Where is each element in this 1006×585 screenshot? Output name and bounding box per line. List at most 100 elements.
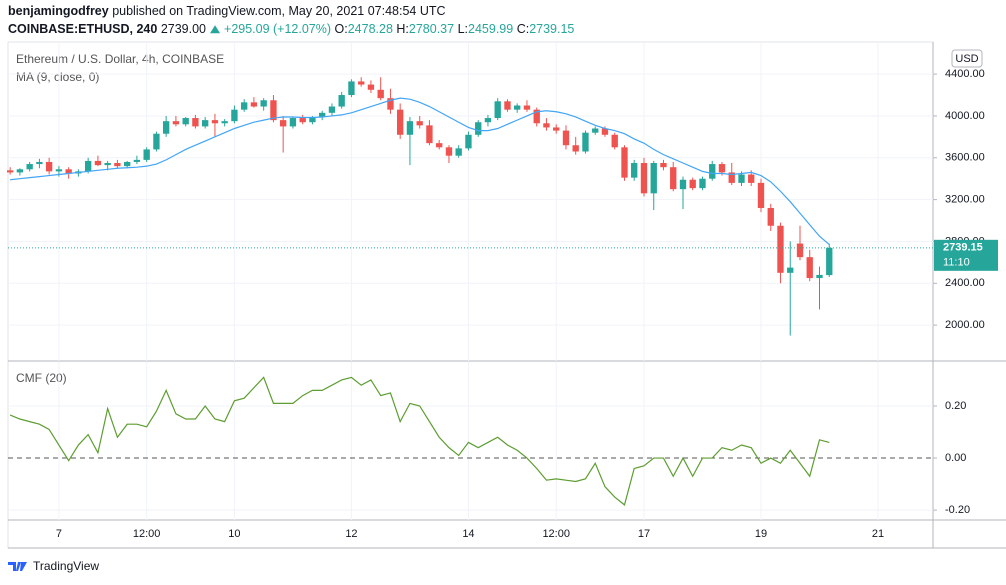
candle-body — [231, 109, 238, 122]
candle-body — [192, 118, 199, 127]
candle-body — [767, 207, 774, 226]
open-label: O: — [335, 22, 348, 36]
candle-body — [455, 148, 462, 156]
x-tick-label: 14 — [462, 528, 474, 540]
line-series — [9, 376, 830, 506]
candle-body — [387, 98, 394, 110]
y-tick-label: 0.00 — [945, 452, 966, 464]
candle-body — [6, 170, 14, 173]
candle-body — [94, 160, 102, 166]
cmf-legend: CMF (20) — [16, 371, 67, 385]
x-tick-label: 21 — [872, 528, 884, 540]
currency[interactable]: USD — [955, 53, 978, 65]
y-tick-label: 0.20 — [945, 400, 966, 412]
candle-body — [796, 243, 804, 258]
close-label: C: — [517, 22, 530, 36]
candle-body — [679, 179, 687, 190]
candle-body — [133, 159, 141, 162]
candle-body — [36, 161, 43, 165]
candle-body — [377, 89, 384, 99]
y-tick-label: -0.20 — [945, 504, 970, 516]
candle-body — [211, 120, 219, 124]
y-tick-label: 4000.00 — [945, 110, 985, 122]
candle-body — [582, 132, 589, 152]
candle-body — [826, 247, 833, 276]
candle-body — [611, 134, 618, 148]
candle-body — [26, 164, 33, 170]
candle-body — [182, 118, 189, 125]
logo-icon — [8, 562, 27, 571]
currency-button[interactable] — [951, 49, 983, 68]
brand: TradingView — [33, 559, 99, 573]
candle-body — [436, 143, 443, 148]
candle-body — [806, 257, 813, 279]
candle-body — [348, 81, 355, 96]
candle-body — [397, 109, 404, 135]
x-tick-label: 17 — [638, 528, 650, 540]
line-series — [10, 97, 830, 246]
candle-body — [319, 112, 326, 117]
close-value: 2739.15 — [529, 22, 574, 36]
candle-body — [16, 169, 24, 173]
candle-body — [270, 100, 277, 121]
x-tick-label: 7 — [56, 528, 62, 540]
candle-body — [84, 160, 92, 172]
footer-logo[interactable]: TradingView — [8, 559, 99, 573]
up-arrow — [210, 25, 221, 34]
candle-body — [172, 121, 180, 125]
candle-body — [241, 102, 248, 110]
candle-body — [650, 163, 657, 194]
symbol-line: COINBASE:ETHUSD, 240 2739.00 +295.09 (+12… — [8, 22, 574, 36]
candle-body — [358, 81, 365, 85]
candle-body — [757, 182, 765, 208]
y-tick-label: 4400.00 — [945, 68, 985, 80]
candle-body — [289, 118, 297, 127]
candle-body — [572, 145, 579, 152]
candle-body — [416, 121, 423, 126]
symbol: COINBASE:ETHUSD, 240 — [8, 22, 157, 36]
high-label: H: — [396, 22, 409, 36]
candle-body — [445, 147, 453, 156]
price: 2739.00 — [161, 22, 206, 36]
candle-body — [689, 179, 696, 189]
candle-body — [406, 121, 414, 135]
candle-body — [748, 174, 755, 183]
open-value: 2478.28 — [348, 22, 393, 36]
candle-body — [328, 106, 336, 113]
candle-body — [640, 163, 648, 194]
candle-body — [162, 121, 170, 134]
candle-body — [738, 174, 745, 183]
candle-body — [299, 118, 306, 123]
candle-body — [221, 121, 228, 124]
candle-body — [279, 120, 287, 127]
candle-body — [816, 274, 823, 279]
candle-body — [631, 163, 638, 178]
published: published on TradingView.com, May 20, 20… — [112, 4, 445, 18]
last-price-label: 2739.15 — [943, 242, 983, 254]
candle-body — [670, 167, 677, 190]
countdown: 11:10 — [943, 257, 970, 269]
candle-body — [562, 130, 570, 146]
candle-body — [426, 125, 433, 144]
x-tick-label: 12 — [345, 528, 357, 540]
candle-body — [514, 105, 521, 110]
candle-body — [260, 100, 267, 107]
candle-body — [250, 102, 258, 107]
publish-line: benjamingodfrey published on TradingView… — [8, 4, 446, 18]
change: +295.09 (+12.07%) — [224, 22, 331, 36]
candle-body — [621, 147, 628, 178]
y-tick-label: 3600.00 — [945, 152, 985, 164]
y-tick-label: 2400.00 — [945, 277, 985, 289]
candle-body — [475, 122, 482, 135]
candle-body — [660, 163, 667, 168]
author[interactable]: benjamingodfrey — [8, 4, 109, 18]
candle-body — [143, 149, 150, 160]
candle-body — [494, 101, 501, 119]
candle-body — [601, 128, 609, 135]
candle-body — [533, 109, 540, 124]
x-tick-label: 10 — [228, 528, 240, 540]
candle-body — [728, 172, 735, 183]
low-value: 2459.99 — [468, 22, 513, 36]
